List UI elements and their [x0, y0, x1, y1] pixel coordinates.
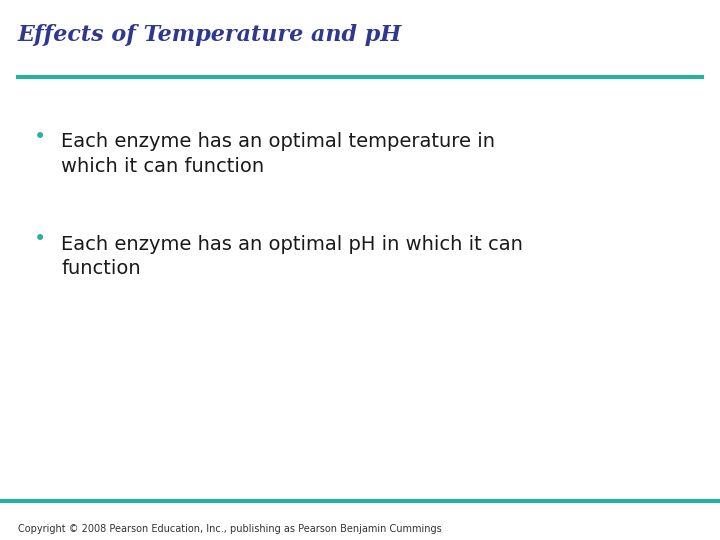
Text: Copyright © 2008 Pearson Education, Inc., publishing as Pearson Benjamin Cumming: Copyright © 2008 Pearson Education, Inc.… — [18, 523, 442, 534]
Text: Each enzyme has an optimal temperature in
which it can function: Each enzyme has an optimal temperature i… — [61, 132, 495, 176]
Text: Effects of Temperature and pH: Effects of Temperature and pH — [18, 24, 402, 46]
Text: Each enzyme has an optimal pH in which it can
function: Each enzyme has an optimal pH in which i… — [61, 235, 523, 278]
Text: •: • — [33, 230, 46, 249]
Text: •: • — [33, 127, 46, 147]
